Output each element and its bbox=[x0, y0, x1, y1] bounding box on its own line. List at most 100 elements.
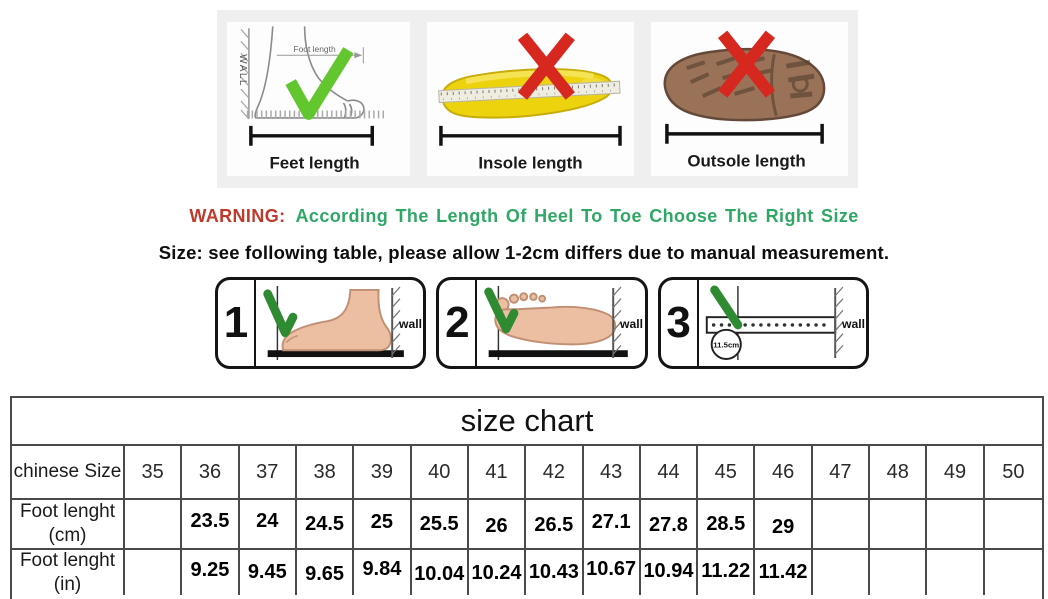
step-number: 2 bbox=[439, 280, 478, 366]
cm-value bbox=[125, 500, 183, 550]
in-value: 11.42 bbox=[755, 550, 813, 595]
cm-value-text: 29 bbox=[771, 515, 795, 538]
cm-value-text: 24 bbox=[256, 509, 279, 532]
size-header-text: 40 bbox=[428, 460, 451, 483]
size-chart-table: size chart chinese Size 35 36 37 38 39 40 41 42 43… bbox=[10, 396, 1044, 599]
cm-value bbox=[927, 500, 985, 550]
in-value-text: 10.04 bbox=[414, 563, 465, 585]
wall-label: wall bbox=[398, 317, 422, 331]
in-value-text: 10.43 bbox=[528, 561, 579, 583]
size-header: 36 bbox=[182, 446, 240, 500]
row-label-size-line1: chinese Size bbox=[13, 461, 122, 483]
cm-value-text: 27.1 bbox=[591, 510, 631, 533]
wall-hatch bbox=[240, 28, 250, 120]
size-header-text: 37 bbox=[256, 460, 279, 483]
check-icon bbox=[709, 285, 742, 330]
size-header: 46 bbox=[755, 446, 813, 500]
foot-length-label: Foot length bbox=[293, 44, 336, 54]
feet-length-illustration: WALL Foot length Feet length bbox=[237, 26, 387, 173]
panel-caption: Insole length bbox=[478, 154, 582, 173]
in-value-text: 11.22 bbox=[701, 560, 751, 582]
size-header-text: 39 bbox=[370, 460, 394, 483]
panel-feet-length: WALL Foot length Feet length bbox=[227, 22, 411, 176]
step-3: 3 11.5cm wall bbox=[657, 277, 869, 369]
size-header-text: 47 bbox=[829, 460, 852, 483]
size-header-text: 45 bbox=[714, 460, 737, 483]
ruler-badge bbox=[710, 328, 742, 360]
measure-guide: WALL Foot length Feet length bbox=[217, 10, 858, 188]
step-number: 3 bbox=[661, 280, 699, 366]
cm-value: 25.5 bbox=[411, 500, 469, 550]
in-value: 9.65 bbox=[297, 550, 355, 595]
wall-label: wall bbox=[841, 317, 865, 331]
step-number: 1 bbox=[218, 280, 256, 366]
in-value-text: 9.84 bbox=[362, 558, 402, 580]
step-2: 2 wall bbox=[436, 277, 648, 369]
cm-value bbox=[870, 500, 928, 550]
in-value bbox=[927, 550, 985, 595]
cm-value bbox=[812, 500, 871, 550]
table-title-text: size chart bbox=[460, 403, 594, 438]
wall-hatch bbox=[833, 286, 844, 359]
cm-value-text: 24.5 bbox=[305, 512, 345, 535]
row-label-in-line2: (in) bbox=[53, 573, 82, 595]
in-value bbox=[813, 550, 871, 595]
cross-icon bbox=[517, 32, 575, 100]
size-header: 44 bbox=[640, 446, 699, 500]
size-header: 40 bbox=[411, 446, 469, 500]
cm-value: 24 bbox=[239, 500, 297, 550]
in-value: 10.67 bbox=[584, 550, 641, 595]
in-value-text: 9.25 bbox=[190, 559, 230, 581]
cm-value-text: 25.5 bbox=[419, 512, 459, 535]
size-header-text: 38 bbox=[313, 460, 336, 483]
in-value bbox=[985, 550, 1042, 595]
cm-value: 27.8 bbox=[640, 500, 699, 550]
row-label-cm: Foot lenght (cm) bbox=[12, 500, 125, 550]
wall-label: WALL bbox=[237, 54, 248, 87]
in-value: 9.25 bbox=[182, 550, 240, 595]
cm-value-text: 28.5 bbox=[706, 512, 746, 535]
size-header: 35 bbox=[125, 446, 183, 500]
row-label-in-line1: Foot lenght bbox=[19, 549, 116, 571]
in-value bbox=[870, 550, 928, 595]
row-label-cm-line1: Foot lenght bbox=[19, 501, 116, 523]
size-header: 50 bbox=[984, 446, 1042, 500]
ground-bar bbox=[267, 350, 404, 358]
panel-outsole-length: Outsole length bbox=[651, 22, 848, 176]
table-title: size chart bbox=[12, 398, 1042, 446]
size-header: 45 bbox=[698, 446, 756, 500]
in-value: 10.43 bbox=[526, 550, 584, 595]
size-header-text: 49 bbox=[943, 460, 967, 483]
foot-outline-drawing bbox=[254, 26, 365, 119]
cross-icon bbox=[717, 30, 776, 98]
size-header-text: 46 bbox=[771, 460, 795, 483]
size-header-text: 35 bbox=[141, 460, 164, 483]
warning-line: WARNING: According The Length Of Heel To … bbox=[0, 206, 1048, 227]
in-value bbox=[125, 550, 183, 595]
footprint-shape bbox=[494, 292, 617, 346]
size-header: 39 bbox=[354, 446, 412, 500]
size-header: 37 bbox=[239, 446, 297, 500]
check-icon bbox=[484, 287, 519, 334]
cm-value-text: 23.5 bbox=[190, 509, 230, 532]
size-header-text: 43 bbox=[600, 460, 623, 483]
size-chart-grid: size chart chinese Size 35 36 37 38 39 40 41 42 43… bbox=[10, 396, 1044, 599]
cm-value: 26.5 bbox=[526, 500, 584, 550]
cm-value: 25 bbox=[354, 500, 412, 550]
in-value-text: 10.94 bbox=[643, 560, 694, 582]
foot-side-shape bbox=[281, 288, 392, 352]
size-header-text: 48 bbox=[886, 460, 909, 483]
step-1: 1 wall bbox=[215, 277, 427, 369]
measure-bracket bbox=[665, 123, 824, 144]
in-value-text: 10.67 bbox=[586, 558, 637, 580]
ground-bar bbox=[489, 350, 629, 358]
in-value: 10.94 bbox=[641, 550, 699, 595]
in-value: 11.22 bbox=[698, 550, 756, 595]
warning-label: WARNING: bbox=[189, 206, 286, 226]
cm-value-text: 25 bbox=[370, 510, 394, 533]
size-header: 43 bbox=[583, 446, 641, 500]
cm-value: 24.5 bbox=[296, 500, 355, 550]
measure-bracket bbox=[249, 125, 374, 146]
cm-value-text: 26.5 bbox=[534, 513, 574, 536]
